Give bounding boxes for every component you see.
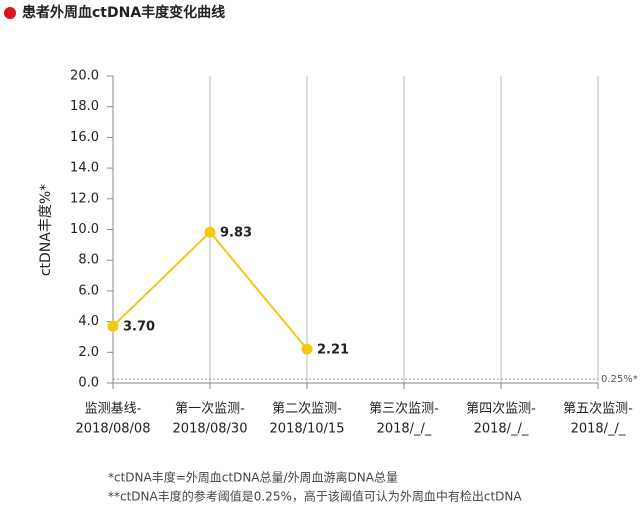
x-tick-label: 2018/_/_ <box>377 422 432 437</box>
y-tick-label: 16.0 <box>70 130 99 145</box>
data-point <box>107 320 119 332</box>
y-tick-label: 2.0 <box>78 345 99 360</box>
data-label: 3.70 <box>123 320 155 335</box>
y-tick-label: 14.0 <box>70 161 99 176</box>
x-tick-label: 2018/10/15 <box>270 422 345 437</box>
y-tick-label: 20.0 <box>70 69 99 84</box>
x-tick-label: 2018/08/08 <box>76 422 151 437</box>
x-tick-label: 第一次监测- <box>175 401 245 417</box>
y-tick-label: 18.0 <box>70 99 99 114</box>
y-axis-label: ctDNA丰度%* <box>38 184 54 276</box>
y-tick-label: 4.0 <box>78 314 99 329</box>
data-label: 9.83 <box>220 226 252 241</box>
y-tick-label: 0.0 <box>78 376 99 391</box>
x-tick-label: 2018/08/30 <box>173 422 248 437</box>
x-tick-label: 监测基线- <box>85 402 142 417</box>
x-tick-label: 2018/_/_ <box>474 422 529 437</box>
y-tick-label: 10.0 <box>70 222 99 237</box>
data-point <box>301 343 313 355</box>
footnote: *ctDNA丰度=外周血ctDNA总量/外周血游离DNA总量 <box>108 470 398 485</box>
x-tick-label: 2018/_/_ <box>571 422 626 437</box>
chart-title: 患者外周血ctDNA丰度变化曲线 <box>22 4 225 21</box>
data-point <box>204 226 216 238</box>
x-tick-label: 第三次监测- <box>369 401 439 417</box>
y-tick-label: 12.0 <box>70 191 99 206</box>
data-label: 2.21 <box>317 343 349 358</box>
x-tick-label: 第五次监测- <box>563 401 633 417</box>
y-tick-label: 6.0 <box>78 283 99 298</box>
x-tick-label: 第四次监测- <box>466 401 536 417</box>
y-tick-label: 8.0 <box>78 253 99 268</box>
threshold-label: 0.25%* <box>601 374 638 385</box>
footnote: **ctDNA丰度的参考阈值是0.25%，高于该阈值可认为外周血中有检出ctDN… <box>108 489 522 504</box>
title-dot <box>4 7 16 19</box>
x-tick-label: 第二次监测- <box>272 401 342 417</box>
